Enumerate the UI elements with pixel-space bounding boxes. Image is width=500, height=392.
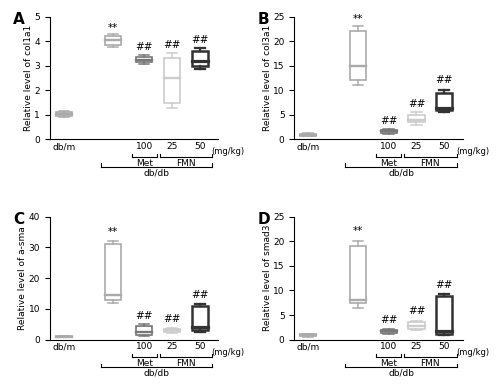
Y-axis label: Relative level of smad3: Relative level of smad3 bbox=[262, 225, 272, 332]
Bar bbox=[300, 334, 316, 336]
Bar bbox=[350, 31, 366, 80]
Text: ##: ## bbox=[380, 116, 398, 126]
Text: ##: ## bbox=[380, 315, 398, 325]
Text: **: ** bbox=[352, 14, 363, 24]
Bar bbox=[105, 36, 122, 45]
Text: **: ** bbox=[352, 227, 363, 236]
Text: Met: Met bbox=[136, 359, 152, 368]
Text: FMN: FMN bbox=[176, 158, 196, 167]
Bar bbox=[136, 57, 152, 62]
Bar bbox=[350, 246, 366, 303]
Text: Met: Met bbox=[136, 158, 152, 167]
Bar bbox=[105, 245, 122, 300]
Text: Met: Met bbox=[380, 359, 397, 368]
Bar bbox=[408, 323, 424, 329]
Bar bbox=[192, 306, 208, 330]
Bar bbox=[300, 134, 316, 136]
Text: db/db: db/db bbox=[388, 168, 414, 177]
Text: ##: ## bbox=[191, 290, 208, 300]
Text: ##: ## bbox=[408, 99, 425, 109]
Text: (mg/kg): (mg/kg) bbox=[212, 147, 244, 156]
Bar bbox=[380, 130, 396, 132]
Bar bbox=[408, 115, 424, 122]
Text: **: ** bbox=[108, 23, 118, 33]
Text: ##: ## bbox=[164, 314, 181, 324]
Text: (mg/kg): (mg/kg) bbox=[456, 348, 489, 357]
Bar bbox=[136, 326, 152, 335]
Text: ##: ## bbox=[436, 75, 453, 85]
Bar bbox=[436, 296, 452, 334]
Text: FMN: FMN bbox=[420, 158, 440, 167]
Bar bbox=[56, 112, 72, 116]
Bar bbox=[436, 93, 452, 110]
Text: ##: ## bbox=[136, 310, 153, 321]
Text: (mg/kg): (mg/kg) bbox=[456, 147, 489, 156]
Text: FMN: FMN bbox=[420, 359, 440, 368]
Text: db/db: db/db bbox=[144, 368, 170, 377]
Text: Met: Met bbox=[380, 158, 397, 167]
Bar bbox=[380, 330, 396, 333]
Text: C: C bbox=[13, 212, 24, 227]
Text: ##: ## bbox=[408, 306, 425, 316]
Bar bbox=[56, 336, 72, 337]
Bar bbox=[164, 58, 180, 103]
Text: ##: ## bbox=[191, 35, 208, 45]
Text: B: B bbox=[257, 12, 269, 27]
Text: db/db: db/db bbox=[388, 368, 414, 377]
Bar bbox=[192, 51, 208, 66]
Text: **: ** bbox=[108, 227, 118, 237]
Bar bbox=[164, 329, 180, 332]
Y-axis label: Relative level of col1a1: Relative level of col1a1 bbox=[24, 25, 33, 131]
Text: A: A bbox=[13, 12, 24, 27]
Y-axis label: Relative level of a-sma: Relative level of a-sma bbox=[18, 226, 28, 330]
Text: ##: ## bbox=[136, 42, 153, 52]
Text: (mg/kg): (mg/kg) bbox=[212, 348, 244, 357]
Text: ##: ## bbox=[164, 40, 181, 50]
Y-axis label: Relative level of col3a1: Relative level of col3a1 bbox=[262, 25, 272, 131]
Text: db/db: db/db bbox=[144, 168, 170, 177]
Text: FMN: FMN bbox=[176, 359, 196, 368]
Text: D: D bbox=[257, 212, 270, 227]
Text: ##: ## bbox=[436, 279, 453, 290]
